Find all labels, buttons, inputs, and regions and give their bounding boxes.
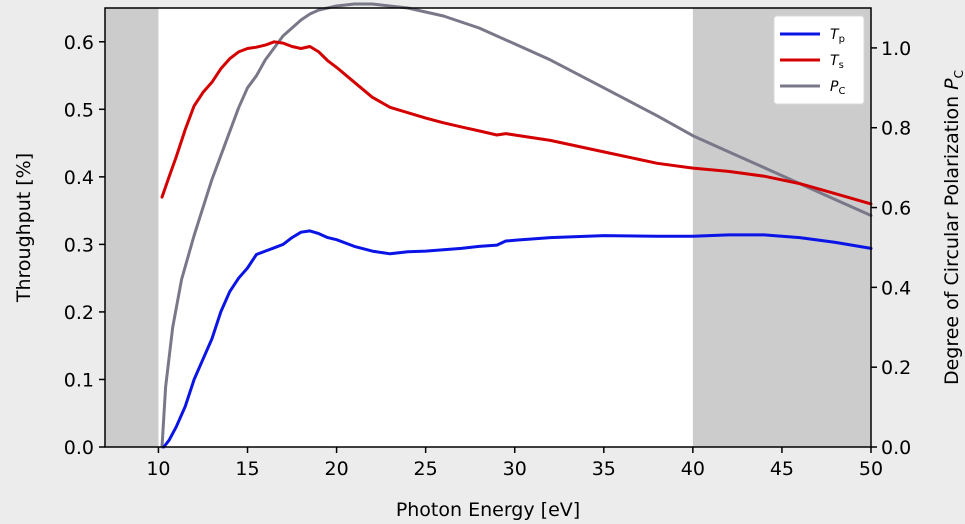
shaded-region (105, 8, 159, 447)
x-tick-label: 35 (592, 458, 616, 480)
y-axis-left-label: Throughput [%] (13, 153, 35, 303)
y-left-tick-label: 0.3 (64, 234, 94, 256)
series-line-t-s (160, 40, 873, 206)
y-axis-right-label-symbol: P (941, 78, 963, 90)
plot-frame (104, 7, 872, 448)
x-tick-label: 40 (681, 458, 705, 480)
series-line-p-c (160, 2, 873, 449)
series-line-t-p (162, 229, 873, 449)
legend-label: Ts (830, 53, 844, 71)
y-left-tick-label: 0.4 (64, 167, 94, 189)
y-left-tick-label: 0.2 (64, 302, 94, 324)
x-tick-label: 20 (324, 458, 348, 480)
y-right-tick-label: 1.0 (881, 38, 911, 60)
y-left-tick-label: 0.6 (64, 32, 94, 54)
y-left-tick-label: 0.0 (64, 437, 94, 459)
y-right-tick-label: 0.6 (881, 198, 911, 220)
x-tick-label: 50 (859, 458, 883, 480)
y-right-tick-label: 0.2 (881, 357, 911, 379)
legend: Tp Ts PC (773, 15, 865, 105)
x-tick-label: 45 (770, 458, 794, 480)
x-tick-label: 25 (414, 458, 438, 480)
y-left-tick-label: 0.5 (64, 99, 94, 121)
y-axis-right-label: Degree of Circular Polarization PC (941, 70, 965, 385)
legend-label: PC (830, 79, 845, 97)
y-right-tick-label: 0.0 (881, 437, 911, 459)
x-tick-label: 10 (146, 458, 170, 480)
y-right-tick-label: 0.8 (881, 118, 911, 140)
x-tick-label: 15 (235, 458, 259, 480)
x-axis-label: Photon Energy [eV] (396, 499, 580, 521)
y-axis-right-label-sub: C (952, 70, 965, 78)
x-tick-label: 30 (503, 458, 527, 480)
y-left-tick-label: 0.1 (64, 369, 94, 391)
legend-label: Tp (830, 27, 845, 45)
y-axis-right-label-text: Degree of Circular Polarization (941, 90, 963, 385)
y-right-tick-label: 0.4 (881, 277, 911, 299)
